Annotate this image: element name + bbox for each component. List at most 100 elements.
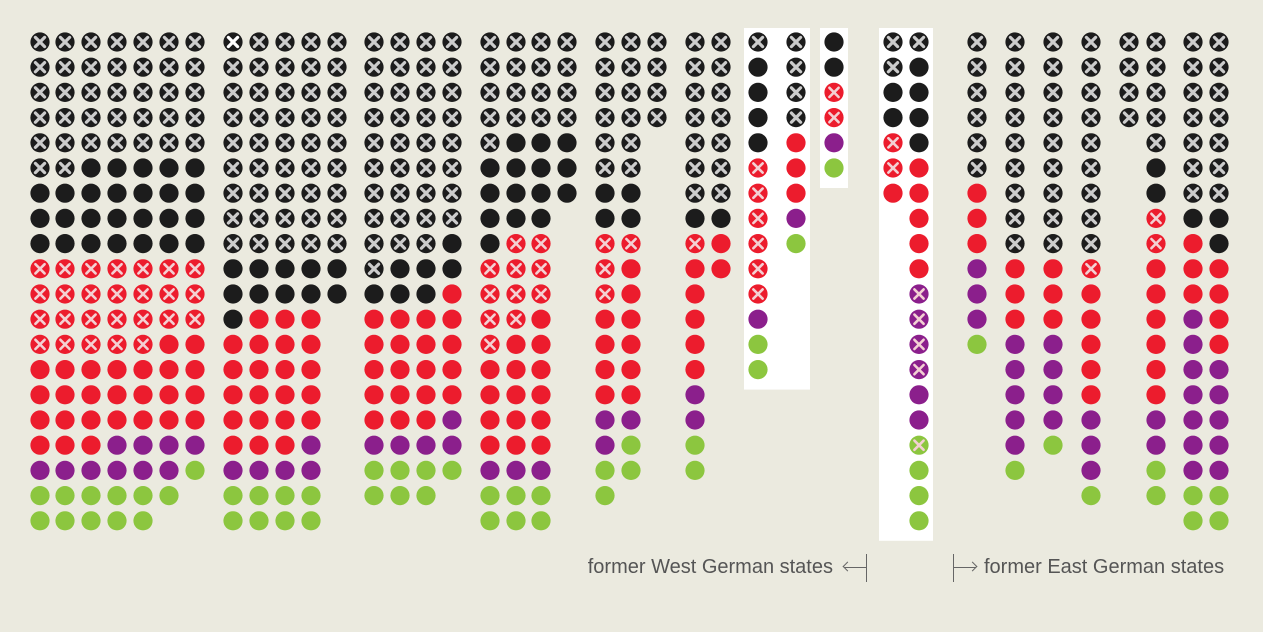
cross-mark	[59, 262, 71, 275]
cross-mark	[252, 111, 266, 124]
dot-crossed	[81, 57, 101, 77]
dot-crossed	[249, 57, 269, 77]
cross-mark	[789, 60, 803, 74]
dot	[185, 183, 205, 203]
dot	[185, 460, 205, 480]
dot-circle	[531, 133, 551, 153]
dot	[107, 234, 127, 254]
dot	[133, 410, 153, 430]
dot	[506, 334, 526, 354]
dot	[55, 410, 75, 430]
cross-mark	[1212, 187, 1226, 200]
cross-mark	[688, 60, 702, 74]
dot-crossed	[480, 334, 500, 354]
state-group-10	[967, 32, 987, 354]
cross-mark	[1122, 86, 1136, 99]
dot-crossed	[390, 234, 410, 254]
dot-crossed	[55, 284, 75, 304]
dot-crossed	[647, 57, 667, 77]
dot-crossed	[30, 158, 50, 178]
dot-circle	[133, 511, 153, 531]
dot-crossed	[531, 32, 551, 52]
dot	[595, 183, 615, 203]
cross-mark	[278, 35, 292, 49]
cross-mark	[304, 35, 318, 49]
dot-circle	[1183, 385, 1203, 405]
dot	[909, 133, 929, 153]
dot-crossed	[824, 82, 844, 102]
dot-crossed	[107, 334, 127, 354]
cross-mark	[85, 313, 97, 326]
dot	[531, 486, 551, 506]
dot	[159, 385, 179, 405]
dot-circle	[506, 334, 526, 354]
dot	[685, 360, 705, 380]
cross-mark	[136, 60, 150, 74]
dot-circle	[595, 486, 615, 506]
dot-crossed	[442, 82, 462, 102]
cross-mark	[304, 136, 318, 149]
dot	[1146, 309, 1166, 329]
cross-mark	[34, 288, 46, 300]
cross-mark	[1084, 111, 1098, 124]
dot	[967, 284, 987, 304]
dot-crossed	[1119, 57, 1139, 77]
dot	[30, 234, 50, 254]
dot	[55, 511, 75, 531]
dot-circle	[81, 208, 101, 228]
dot-crossed	[748, 284, 768, 304]
dot-circle	[909, 460, 929, 480]
dot-circle	[1183, 259, 1203, 279]
dot-crossed	[327, 108, 347, 128]
dot-crossed	[1081, 133, 1101, 153]
dot	[416, 486, 436, 506]
dot-circle	[1183, 284, 1203, 304]
dot	[416, 360, 436, 380]
dot	[133, 435, 153, 455]
dot-crossed	[390, 208, 410, 228]
dot-circle	[1043, 435, 1063, 455]
dot-circle	[595, 334, 615, 354]
dot-circle	[107, 435, 127, 455]
dot-circle	[364, 334, 384, 354]
dot-crossed	[595, 259, 615, 279]
dot-circle	[223, 385, 243, 405]
dot-circle	[159, 486, 179, 506]
dot-circle	[55, 486, 75, 506]
dot-circle	[786, 234, 806, 254]
cross-mark	[509, 35, 523, 49]
dot	[81, 158, 101, 178]
cross-mark	[367, 262, 381, 275]
dot	[81, 360, 101, 380]
dot-crossed	[1043, 108, 1063, 128]
cross-mark	[85, 262, 97, 275]
dot-circle	[30, 234, 50, 254]
dot-crossed	[81, 259, 101, 279]
cross-mark	[393, 161, 407, 175]
dot	[909, 385, 929, 405]
cross-mark	[278, 136, 292, 149]
dot-crossed	[1146, 208, 1166, 228]
cross-mark	[534, 86, 548, 99]
cross-mark	[1046, 60, 1060, 74]
dot-crossed	[1081, 234, 1101, 254]
dot-circle	[909, 511, 929, 531]
dot-circle	[748, 334, 768, 354]
dot-crossed	[967, 32, 987, 52]
dot-circle	[711, 234, 731, 254]
cross-mark	[1149, 136, 1163, 149]
dot-crossed	[301, 133, 321, 153]
dot-circle	[416, 259, 436, 279]
dot	[133, 486, 153, 506]
cross-mark	[483, 136, 497, 149]
dot-crossed	[1005, 57, 1025, 77]
dot-circle	[301, 360, 321, 380]
dot-crossed	[506, 284, 526, 304]
dot-crossed	[711, 183, 731, 203]
dot-circle	[711, 259, 731, 279]
dot-circle	[30, 511, 50, 531]
dot	[909, 511, 929, 531]
dot-circle	[1209, 259, 1229, 279]
dot-crossed	[30, 57, 50, 77]
dot	[557, 183, 577, 203]
